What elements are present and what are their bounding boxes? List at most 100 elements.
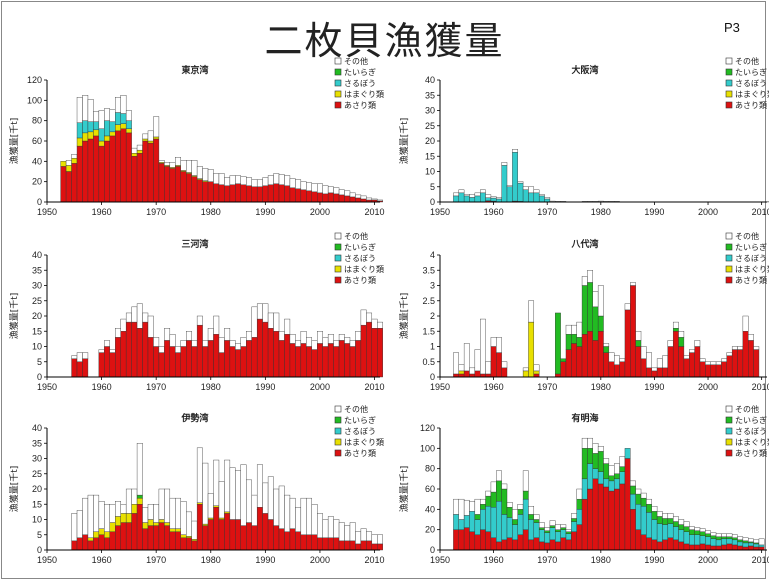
bar-その他-1974	[565, 529, 572, 532]
bar-さるぼう-1987	[635, 504, 642, 530]
bar-あさり類-1991	[267, 328, 274, 378]
bar-さるぼう-1967	[528, 192, 535, 203]
bar-さるぼう-1989	[646, 512, 652, 539]
bar-その他-1979	[592, 291, 599, 308]
bar-その他-2009	[366, 531, 373, 542]
bar-たいらぎ-1961	[496, 480, 502, 502]
bar-あさり類-1986	[240, 184, 247, 203]
bar-あさり類-1986	[630, 509, 636, 551]
bar-はまぐり類-1980	[207, 517, 214, 520]
bar-たいらぎ-1981	[603, 463, 610, 480]
bar-たいらぎ-1979	[592, 453, 599, 469]
bar-その他-1989	[256, 179, 263, 187]
x-tick-label: 1970	[537, 207, 557, 217]
bar-あさり類-1992	[273, 331, 280, 378]
x-tick-label: 1960	[484, 555, 504, 565]
bar-その他-1988	[251, 306, 258, 338]
y-tick-label: 60	[32, 136, 42, 146]
slide-title: 二枚貝漁獲量	[264, 19, 505, 63]
bar-その他-1967	[136, 303, 143, 329]
bar-あさり類-1975	[180, 537, 187, 551]
bar-あさり類-1966	[131, 156, 138, 203]
bar-その他-1967	[136, 443, 143, 496]
bar-あさり類-1982	[218, 352, 225, 378]
bar-あさり類-1981	[213, 334, 220, 378]
bar-さるぼう-1988	[640, 506, 647, 535]
bar-その他-2010	[758, 538, 765, 546]
bar-さるぼう-1970	[544, 532, 551, 544]
x-tick-label: 1950	[37, 555, 57, 565]
bar-あさり類-1989	[256, 186, 263, 203]
y-tick-label: 0	[37, 545, 42, 555]
y-tick-label: 120	[420, 423, 435, 433]
legend-swatch-その他	[334, 57, 342, 65]
bar-その他-2008	[748, 538, 754, 543]
x-tick-label: 2000	[310, 555, 330, 565]
y-tick-label: 0	[37, 197, 42, 207]
bar-あさり類-1978	[196, 179, 203, 203]
y-tick-label: 120	[27, 75, 42, 85]
bar-たいらぎ-2004	[726, 536, 733, 540]
bar-その他-1961	[104, 504, 110, 532]
bar-あさり類-2007	[355, 197, 362, 203]
bar-あさり類-2004	[726, 355, 733, 378]
bar-あさり類-1991	[267, 519, 274, 551]
x-tick-label: 1950	[430, 382, 450, 392]
bar-あさり類-1989	[256, 318, 263, 378]
bar-その他-1970	[153, 504, 160, 523]
bar-さるぼう-1962	[109, 121, 116, 133]
bar-さるぼう-2006	[737, 541, 744, 547]
legend-label-さるぼう: さるぼう	[735, 254, 767, 263]
x-tick-label: 1950	[37, 207, 57, 217]
bar-あさり類-1992	[662, 539, 669, 551]
bar-あさり類-2008	[360, 324, 367, 378]
bar-あさり類-1967	[136, 504, 143, 551]
y-tick-label: 4	[430, 250, 435, 260]
bar-その他-1955	[71, 154, 78, 159]
bar-その他-1963	[506, 185, 513, 187]
bar-その他-1956	[469, 367, 476, 375]
legend-label-はまぐり類: はまぐり類	[735, 437, 769, 447]
bar-はまぐり類-1961	[104, 531, 110, 539]
bar-さるぼう-1994	[672, 526, 679, 541]
bar-あさり類-2011	[377, 543, 383, 551]
legend-label-さるぼう: さるぼう	[735, 427, 767, 436]
bar-さるぼう-1998	[694, 534, 701, 546]
bar-さるぼう-1966	[522, 189, 529, 203]
bar-その他-2000	[317, 513, 323, 539]
bar-あさり類-1964	[120, 522, 127, 551]
bar-その他-1978	[196, 447, 203, 503]
bar-あさり類-1953	[60, 166, 67, 203]
x-tick-label: 1980	[591, 207, 611, 217]
bar-あさり類-1985	[624, 309, 631, 378]
y-tick-label: 40	[425, 504, 435, 514]
bar-あさり類-1959	[93, 135, 100, 203]
bar-さるぼう-1964	[512, 152, 518, 202]
bar-はまぐり類-1968	[142, 522, 149, 529]
y-tick-label: 30	[425, 106, 435, 116]
legend-swatch-はまぐり類	[725, 438, 733, 446]
bar-その他-1992	[662, 513, 669, 519]
bar-あさり類-2007	[742, 331, 749, 378]
bar-あさり類-1994	[284, 531, 291, 551]
bar-その他-1963	[115, 97, 121, 113]
bar-その他-1994	[284, 318, 291, 335]
bar-その他-1962	[109, 349, 116, 353]
bar-その他-2008	[360, 528, 367, 542]
bar-その他-2002	[715, 361, 722, 365]
bar-その他-1961	[104, 108, 110, 121]
bar-その他-2009	[366, 312, 373, 323]
x-tick-label: 1980	[201, 555, 221, 565]
bar-さるぼう-1983	[614, 478, 620, 490]
bar-その他-1979	[202, 462, 209, 525]
bar-その他-1975	[571, 513, 577, 519]
bar-あさり類-1988	[251, 337, 258, 378]
bar-あさり類-1982	[218, 519, 225, 551]
bar-あさり類-2005	[344, 343, 351, 378]
bar-その他-1977	[191, 520, 198, 540]
bar-はまぐり類-1962	[109, 522, 116, 532]
bar-その他-1981	[213, 173, 220, 184]
bar-はまぐり類-1968	[142, 138, 149, 142]
bar-その他-1960	[98, 501, 105, 529]
legend-swatch-その他	[725, 405, 733, 413]
